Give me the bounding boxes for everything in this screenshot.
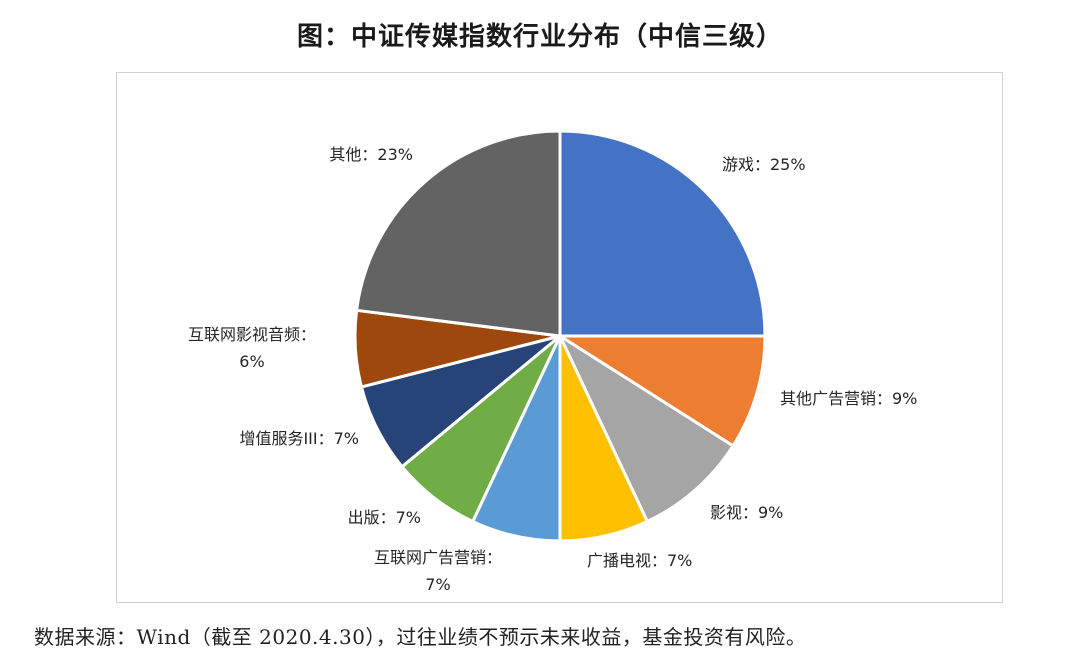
slice-label-1: 游戏：25% (722, 155, 806, 174)
slice-label-6: 出版：7% (348, 508, 421, 527)
slice-label-8: 互联网影视音频： 6% (188, 325, 316, 371)
slice-label-2: 其他广告营销：9% (780, 389, 917, 408)
pie-slice-3 (558, 334, 735, 523)
pie-slice-1 (558, 129, 767, 338)
source-footnote: 数据来源：Wind（截至 2020.4.30），过往业绩不预示未来收益，基金投资… (34, 625, 807, 649)
slice-label-4: 广播电视：7% (587, 551, 692, 570)
pie-slice-2 (558, 334, 767, 448)
chart-title: 图：中证传媒指数行业分布（中信三级） (296, 22, 783, 52)
slice-label-9: 其他：23% (329, 145, 413, 164)
pie-slices (353, 129, 767, 543)
slice-label-5: 互联网广告营销： 7% (374, 548, 502, 594)
pie-labels: 游戏：25% 其他广告营销：9% 影视：9% 广播电视：7% 互联网广告营销： 7% 出版：… (188, 145, 917, 594)
slice-label-3: 影视：9% (710, 503, 783, 522)
pie-slice-9 (355, 129, 562, 338)
slice-label-7: 增值服务III：7% (239, 429, 359, 448)
